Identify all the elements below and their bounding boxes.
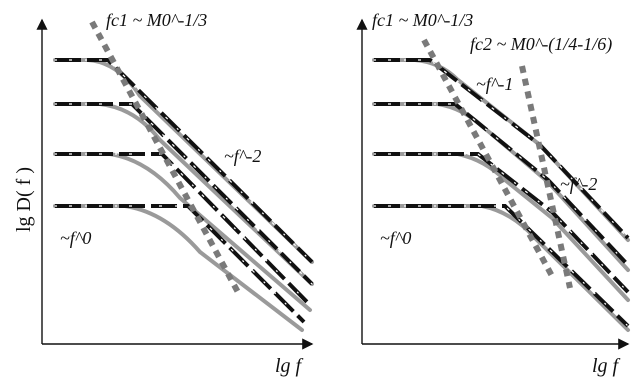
right-panel: lg f fc1 ~ M0^-1/3 fc2 ~ M0^-(1/4-1/6) ~… [356,10,630,377]
right-corner1-label: fc1 ~ M0^-1/3 [372,10,473,30]
left-dashed-line-3 [55,152,312,307]
right-slope-high-label: ~f^-2 [560,174,597,194]
left-corner-label: fc1 ~ M0^-1/3 [106,10,207,30]
left-y-axis-label: lg D( f ) [13,167,35,232]
left-dashed-line-1 [55,58,314,264]
left-gray-curve-2 [53,102,314,286]
right-corner1-trend-line [421,38,555,278]
right-corner2-label: fc2 ~ M0^-(1/4-1/6) [470,34,612,55]
right-dashed-line-2 [374,102,630,267]
left-panel: lg D( f ) lg f fc1 ~ M0^-1/3 ~f^-2 ~f^0 [13,10,314,377]
left-slope-high-label: ~f^-2 [224,146,261,166]
right-dashed-line-4 [374,204,630,328]
left-gray-curve-4 [53,204,304,332]
right-x-axis-label: lg f [592,355,621,377]
right-dashed-lines [374,58,630,328]
left-dashed-line-2 [55,102,314,286]
left-x-axis-label: lg f [275,355,304,377]
right-dashed-line-1 [374,58,630,240]
left-dashed-lines [55,58,314,324]
right-slope-mid-label: ~f^-1 [476,74,513,94]
left-slope-low-label: ~f^0 [60,228,91,248]
right-slope-low-label: ~f^0 [380,228,411,248]
